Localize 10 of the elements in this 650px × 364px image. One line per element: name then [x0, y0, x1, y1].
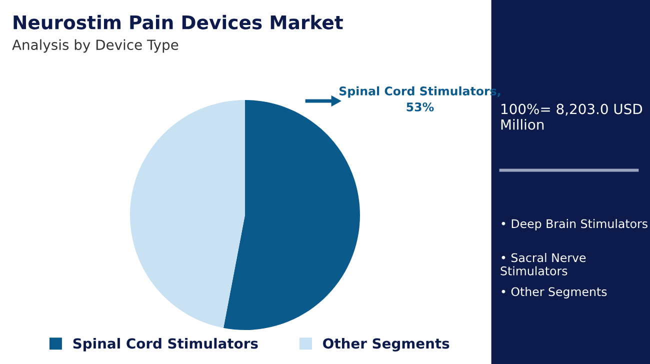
legend-label: Spinal Cord Stimulators: [73, 338, 258, 352]
text: • Other Segments: [502, 287, 607, 298]
pie-slice: [130, 100, 245, 328]
chart-title: Neurostim Pain Devices Market: [14, 14, 343, 30]
legend-label: Other Segments: [323, 338, 450, 352]
text: • Sacral Nerve Stimulators: [500, 253, 586, 276]
pie-slice: [223, 100, 360, 330]
chart-subtitle: Analysis by Device Type: [12, 39, 178, 53]
text: • Deep Brain Stimulators: [502, 219, 648, 230]
text: 100%= 8,203.0 USD Million: [501, 104, 642, 130]
